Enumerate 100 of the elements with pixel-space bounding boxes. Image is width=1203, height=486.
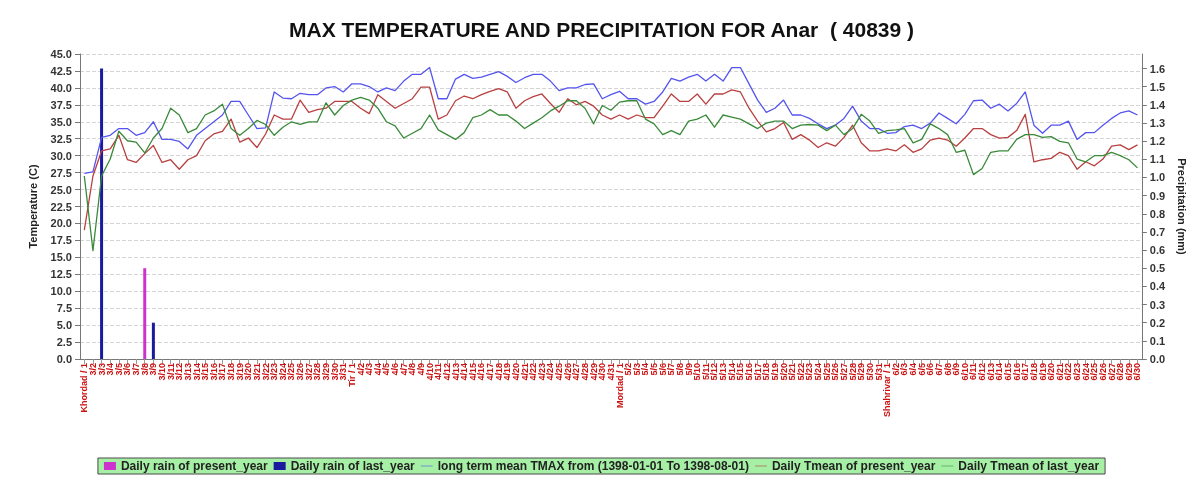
x-tick-label: 6/10 [959, 363, 970, 381]
x-tick-label: Mordad / 1 [614, 363, 625, 409]
x-tick-label: 3/12 [174, 363, 185, 381]
x-tick-label: 6/14 [994, 363, 1005, 381]
x-tick-label: Shahrivar / 1 [882, 363, 893, 418]
x-tick-label: 6/9 [951, 363, 962, 376]
x-tick-label: 5/8 [674, 363, 685, 376]
x-tick-label: 6/16 [1011, 363, 1022, 381]
x-tick-label: 5/9 [683, 363, 694, 376]
x-tick-label: 4/31 [605, 363, 616, 381]
x-tick-label: 3/11 [165, 363, 176, 381]
x-tick-label: 6/21 [1054, 363, 1065, 381]
x-tick-label: 4/17 [485, 363, 496, 381]
x-tick-label: 4/29 [588, 363, 599, 381]
y2-tick-label: 0.4 [1149, 280, 1166, 293]
x-tick-label: 5/7 [666, 363, 677, 376]
y-tick-label: 22.5 [50, 200, 72, 213]
x-tick-label: 3/27 [303, 363, 314, 381]
x-tick-label: 6/7 [933, 363, 944, 376]
x-tick-label: 3/13 [182, 363, 193, 381]
x-tick-label: 5/22 [795, 363, 806, 381]
y2-tick-label: 0.7 [1149, 225, 1166, 238]
x-tick-label: 3/15 [200, 363, 211, 381]
x-tick-label: 3/20 [243, 363, 254, 381]
y-tick-label: 42.5 [50, 64, 72, 77]
x-tick-label: 6/8 [942, 363, 953, 376]
y-tick-label: 32.5 [50, 132, 72, 145]
x-tick-label: 4/2 [355, 363, 366, 376]
y-tick-label: 25.0 [50, 183, 72, 196]
x-tick-label: 3/23 [269, 363, 280, 381]
x-tick-label: 4/21 [519, 363, 530, 381]
x-tick-label: 3/18 [226, 363, 237, 381]
x-tick-label: 6/13 [985, 363, 996, 381]
x-tick-label: 4/10 [424, 363, 435, 381]
x-tick-label: 3/10 [157, 363, 168, 381]
x-tick-label: 3/9 [148, 363, 159, 376]
x-tick-label: 4/8 [407, 363, 418, 376]
x-tick-label: 6/20 [1046, 363, 1057, 381]
x-tick-label: 6/18 [1028, 363, 1039, 381]
x-tick-label: 3/25 [286, 363, 297, 381]
y-tick-label: 2.5 [56, 336, 72, 349]
x-tick-label: 6/2 [890, 363, 901, 376]
line-series [83, 96, 1139, 252]
legend-label: Daily Tmean of present_year [771, 459, 936, 473]
legend-label: Daily rain of last_year [290, 459, 416, 473]
x-tick-label: 5/16 [744, 363, 755, 381]
y-tick-label: 30.0 [50, 149, 72, 162]
x-tick-label: 4/30 [597, 363, 608, 381]
x-tick-label: 6/28 [1115, 363, 1126, 381]
y-tick-label: 12.5 [50, 268, 72, 281]
x-tick-label: 6/25 [1089, 363, 1100, 381]
x-tick-label: 5/24 [813, 363, 824, 381]
x-tick-label: 6/12 [977, 363, 988, 381]
y2-tick-label: 0.3 [1149, 298, 1166, 311]
x-tick-label: 4/14 [459, 363, 470, 381]
legend-label: long term mean TMAX from (1398-01-01 To 1398-08-01) [437, 459, 749, 473]
x-tick-label: 3/4 [105, 363, 116, 376]
y2-tick-label: 1.2 [1149, 135, 1166, 148]
x-tick-label: 4/25 [554, 363, 565, 381]
x-tick-label: 4/7 [398, 363, 409, 376]
x-tick-label: 5/4 [640, 363, 651, 376]
y-tick-label: 7.5 [56, 302, 72, 315]
y2-tick-label: 1.5 [1149, 80, 1166, 93]
y2-tick-label: 1.3 [1149, 116, 1166, 129]
y2-tick-label: 0.0 [1149, 353, 1166, 365]
x-tick-label: 5/25 [821, 363, 832, 381]
x-tick-label: 3/31 [338, 363, 349, 381]
x-tick-label: 5/21 [787, 363, 798, 381]
x-tick-label: Tir / 1 [346, 363, 357, 387]
x-tick-label: 5/12 [709, 363, 720, 381]
x-tick-label: 4/6 [390, 363, 401, 376]
legend-label: Daily Tmean of last_year [958, 459, 1100, 473]
x-tick-label: 3/8 [139, 363, 150, 376]
x-tick-label: 4/5 [381, 363, 392, 376]
x-tick-label: 5/13 [718, 363, 729, 381]
y-tick-label: 45.0 [50, 48, 72, 60]
x-tick-label: 3/29 [321, 363, 332, 381]
x-tick-label: 3/28 [312, 363, 323, 381]
x-tick-label: 6/30 [1132, 363, 1143, 381]
y-tick-label: 17.5 [50, 234, 72, 247]
x-tick-label: 5/14 [726, 363, 737, 381]
x-tick-label: 3/7 [131, 363, 142, 376]
x-tick-label: 6/22 [1063, 363, 1074, 381]
x-tick-label: 6/29 [1123, 363, 1134, 381]
x-tick-label: 4/11 [433, 363, 444, 381]
x-tick-label: 4/18 [493, 363, 504, 381]
x-tick-label: 5/11 [700, 363, 711, 381]
x-tick-label: 5/17 [752, 363, 763, 381]
x-tick-label: 3/24 [277, 363, 288, 381]
y-tick-label: 10.0 [50, 285, 72, 298]
y2-tick-label: 1.1 [1149, 153, 1166, 166]
y2-tick-label: 1.0 [1149, 171, 1166, 184]
x-tick-label: 6/19 [1037, 363, 1048, 381]
y-axis-title: Temperature (C) [26, 164, 39, 249]
x-tick-label: 4/22 [528, 363, 539, 381]
x-tick-label: 5/3 [631, 363, 642, 376]
y-tick-label: 35.0 [50, 115, 72, 128]
x-tick-label: 6/27 [1106, 363, 1117, 381]
y2-tick-label: 0.2 [1149, 316, 1166, 329]
x-tick-label: 5/23 [804, 363, 815, 381]
